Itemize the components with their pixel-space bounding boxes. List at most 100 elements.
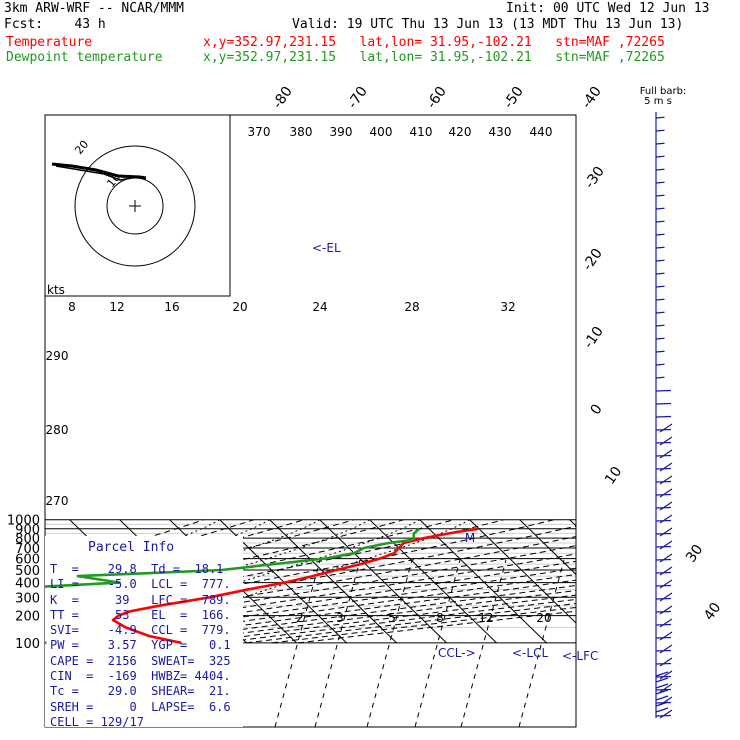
upper-temperature-label: -50	[501, 84, 527, 112]
wind-barb	[655, 298, 665, 301]
wind-barb	[655, 142, 665, 145]
wind-barb	[659, 488, 673, 498]
isotherm-line	[269, 519, 397, 644]
ccl-annotation: CCL->	[438, 646, 476, 660]
hodograph-speed-label: 20	[232, 300, 247, 314]
dry-adiabat	[142, 584, 576, 644]
wind-barb	[655, 389, 672, 392]
theta-label: 440	[530, 125, 553, 139]
wind-barb	[655, 350, 665, 353]
wind-barb	[655, 233, 665, 236]
right-temperature-label: -20	[580, 246, 606, 274]
mixing-ratio-label: 2	[296, 611, 304, 625]
wind-barb	[655, 259, 665, 262]
theta-label: 370	[248, 125, 271, 139]
parcel-info-row: CIN = -169 HWBZ= 4404.	[50, 669, 231, 684]
barb-legend-label: Full barb:	[640, 86, 687, 97]
wind-barb	[659, 540, 673, 550]
upper-temperature-label: -60	[424, 84, 450, 112]
mixing-ratio-label: 12	[478, 611, 493, 625]
hodograph-speed-label: 16	[164, 300, 179, 314]
wind-barb	[655, 695, 669, 701]
wind-barb	[655, 707, 669, 713]
dewpoint-label: Dewpoint temperature	[6, 50, 163, 65]
theta-label: 430	[489, 125, 512, 139]
init-time: Init: 00 UTC Wed 12 Jun 13	[506, 1, 710, 16]
forecast-hour: Fcst: 43 h	[4, 17, 106, 32]
el-annotation: <-EL	[312, 241, 341, 255]
wind-barb	[655, 363, 665, 366]
wind-barb	[655, 324, 665, 327]
mixing-ratio-line	[314, 559, 361, 727]
parcel-info-row: SVI= -4.9 CCL = 779.	[50, 623, 231, 638]
pressure-label: 700	[15, 542, 40, 557]
parcel-info-row: T = 29.8 Td = 18.1	[50, 562, 224, 576]
wind-barb	[659, 579, 673, 589]
right-temperature-label: -10	[581, 324, 607, 352]
parcel-info-table: T = 29.8 Td = 18.1 LI = -5.0 LCL = 777. K …	[50, 562, 231, 730]
wind-barb	[655, 168, 665, 171]
wind-barb	[659, 605, 673, 615]
isotherm-line	[519, 519, 576, 576]
wind-barb	[655, 337, 665, 340]
wind-barb	[659, 644, 673, 654]
right-temperature-label: 0	[588, 401, 606, 417]
hodograph-speed-label: 8	[68, 300, 76, 314]
dry-adiabat	[116, 579, 576, 644]
dewpoint-location: x,y=352.97,231.15 lat,lon= 31.95,-102.21…	[203, 50, 665, 65]
pressure-label: 1000	[7, 514, 40, 529]
wind-barb	[659, 423, 673, 433]
theta-label: 290	[46, 349, 69, 363]
wind-barb	[655, 701, 669, 707]
wind-barb	[655, 402, 672, 405]
parcel-info-row: TT = 53 EL = 166.	[50, 607, 231, 622]
wind-barb	[659, 670, 673, 680]
temperature-location: x,y=352.97,231.15 lat,lon= 31.95,-102.21…	[203, 35, 665, 50]
isotherm-line	[569, 519, 576, 527]
wind-barb	[655, 415, 672, 418]
wind-barb	[659, 514, 673, 524]
pressure-label: 200	[15, 610, 40, 625]
parcel-info-row: SREH = 0 LAPSE= 6.6	[50, 699, 231, 714]
dry-adiabat	[45, 519, 405, 602]
wind-barb	[655, 376, 665, 379]
isotherm-line	[319, 519, 447, 644]
hodograph-speed-label: 32	[500, 300, 515, 314]
mixing-ratio-label: 5	[388, 611, 396, 625]
upper-temperature-label: -70	[345, 84, 371, 112]
theta-label: 280	[46, 423, 69, 437]
parcel-info-panel	[45, 536, 243, 727]
wind-barb	[655, 220, 665, 223]
isotherm-line	[369, 519, 497, 644]
wind-barb	[655, 207, 665, 210]
wind-barb	[659, 657, 673, 667]
wind-barb	[655, 246, 665, 249]
wind-barb	[659, 527, 673, 537]
m-annotation: M	[465, 531, 475, 545]
mixing-ratio-line	[366, 559, 413, 727]
wind-barb	[659, 618, 673, 628]
dry-adiabat	[45, 545, 576, 634]
parcel-info-row: K = 39 LFC = 789.	[50, 592, 231, 607]
wind-barb	[655, 272, 665, 275]
wind-barb	[655, 285, 665, 288]
upper-temperature-label: -80	[270, 84, 296, 112]
wind-barb	[659, 436, 673, 446]
wind-barb	[659, 592, 673, 602]
pressure-label: 300	[15, 591, 40, 606]
temperature-label: Temperature	[6, 35, 93, 50]
hodograph-speed-label: 28	[404, 300, 419, 314]
wind-barb	[659, 709, 673, 719]
wind-barb	[659, 566, 673, 576]
theta-label: 420	[449, 125, 472, 139]
hodograph-trace	[51, 162, 147, 180]
mixing-ratio-label: 8	[436, 611, 444, 625]
theta-label: 400	[370, 125, 393, 139]
model-name: 3km ARW-WRF -- NCAR/MMM	[4, 1, 185, 16]
wind-barb	[659, 501, 673, 511]
mixing-ratio-label: 20	[536, 611, 551, 625]
pressure-label: 600	[15, 553, 40, 568]
mixing-ratio-line	[460, 559, 507, 727]
wind-barb	[659, 683, 673, 693]
